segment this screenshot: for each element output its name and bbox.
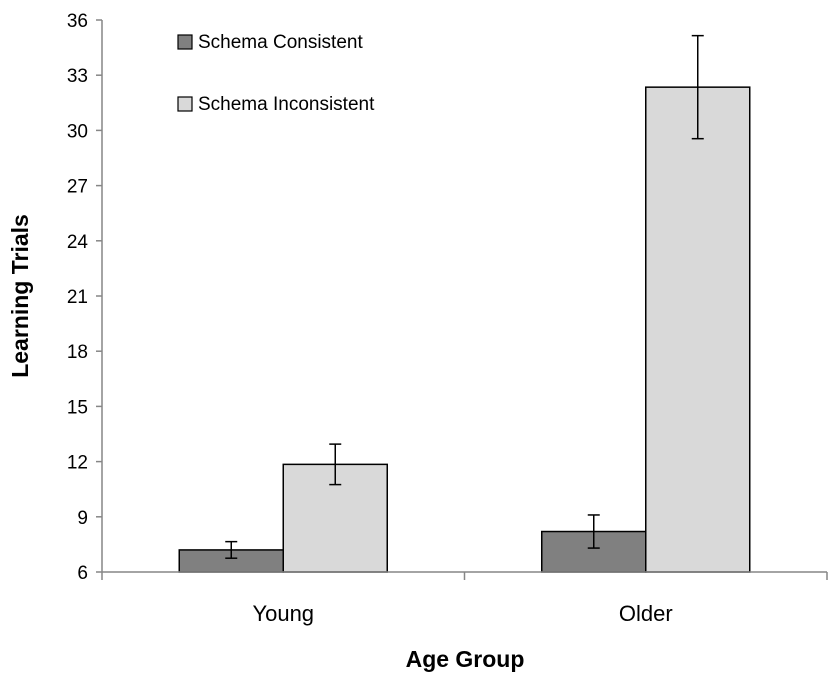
x-tick-label: Older [619, 601, 673, 626]
legend-label: Schema Consistent [198, 32, 363, 53]
legend-swatch [177, 96, 193, 112]
y-tick-label: 18 [67, 342, 88, 363]
y-tick-label: 9 [77, 508, 88, 529]
legend-swatch [177, 34, 193, 50]
y-tick-label: 24 [67, 232, 89, 253]
x-axis-title: Age Group [406, 646, 525, 672]
x-tick-label: Young [252, 601, 314, 626]
y-tick-label: 33 [67, 66, 88, 87]
y-axis-title: Learning Trials [7, 214, 33, 378]
y-tick-label: 27 [67, 177, 88, 198]
y-axis-ticks: 6 9 12 15 18 21 24 27 30 33 36 [67, 11, 102, 584]
x-axis-ticks: Young Older [101, 572, 828, 626]
y-tick-label: 30 [67, 121, 88, 142]
y-tick-label: 15 [67, 397, 88, 418]
y-tick-label: 36 [67, 11, 88, 32]
legend-label: Schema Inconsistent [198, 94, 375, 115]
legend: Schema Consistent Schema Inconsistent [177, 32, 375, 115]
y-tick-label: 12 [67, 453, 88, 474]
bar [645, 86, 751, 573]
y-tick-label: 21 [67, 287, 88, 308]
y-tick-label: 6 [77, 563, 88, 584]
plot-area [178, 34, 751, 573]
